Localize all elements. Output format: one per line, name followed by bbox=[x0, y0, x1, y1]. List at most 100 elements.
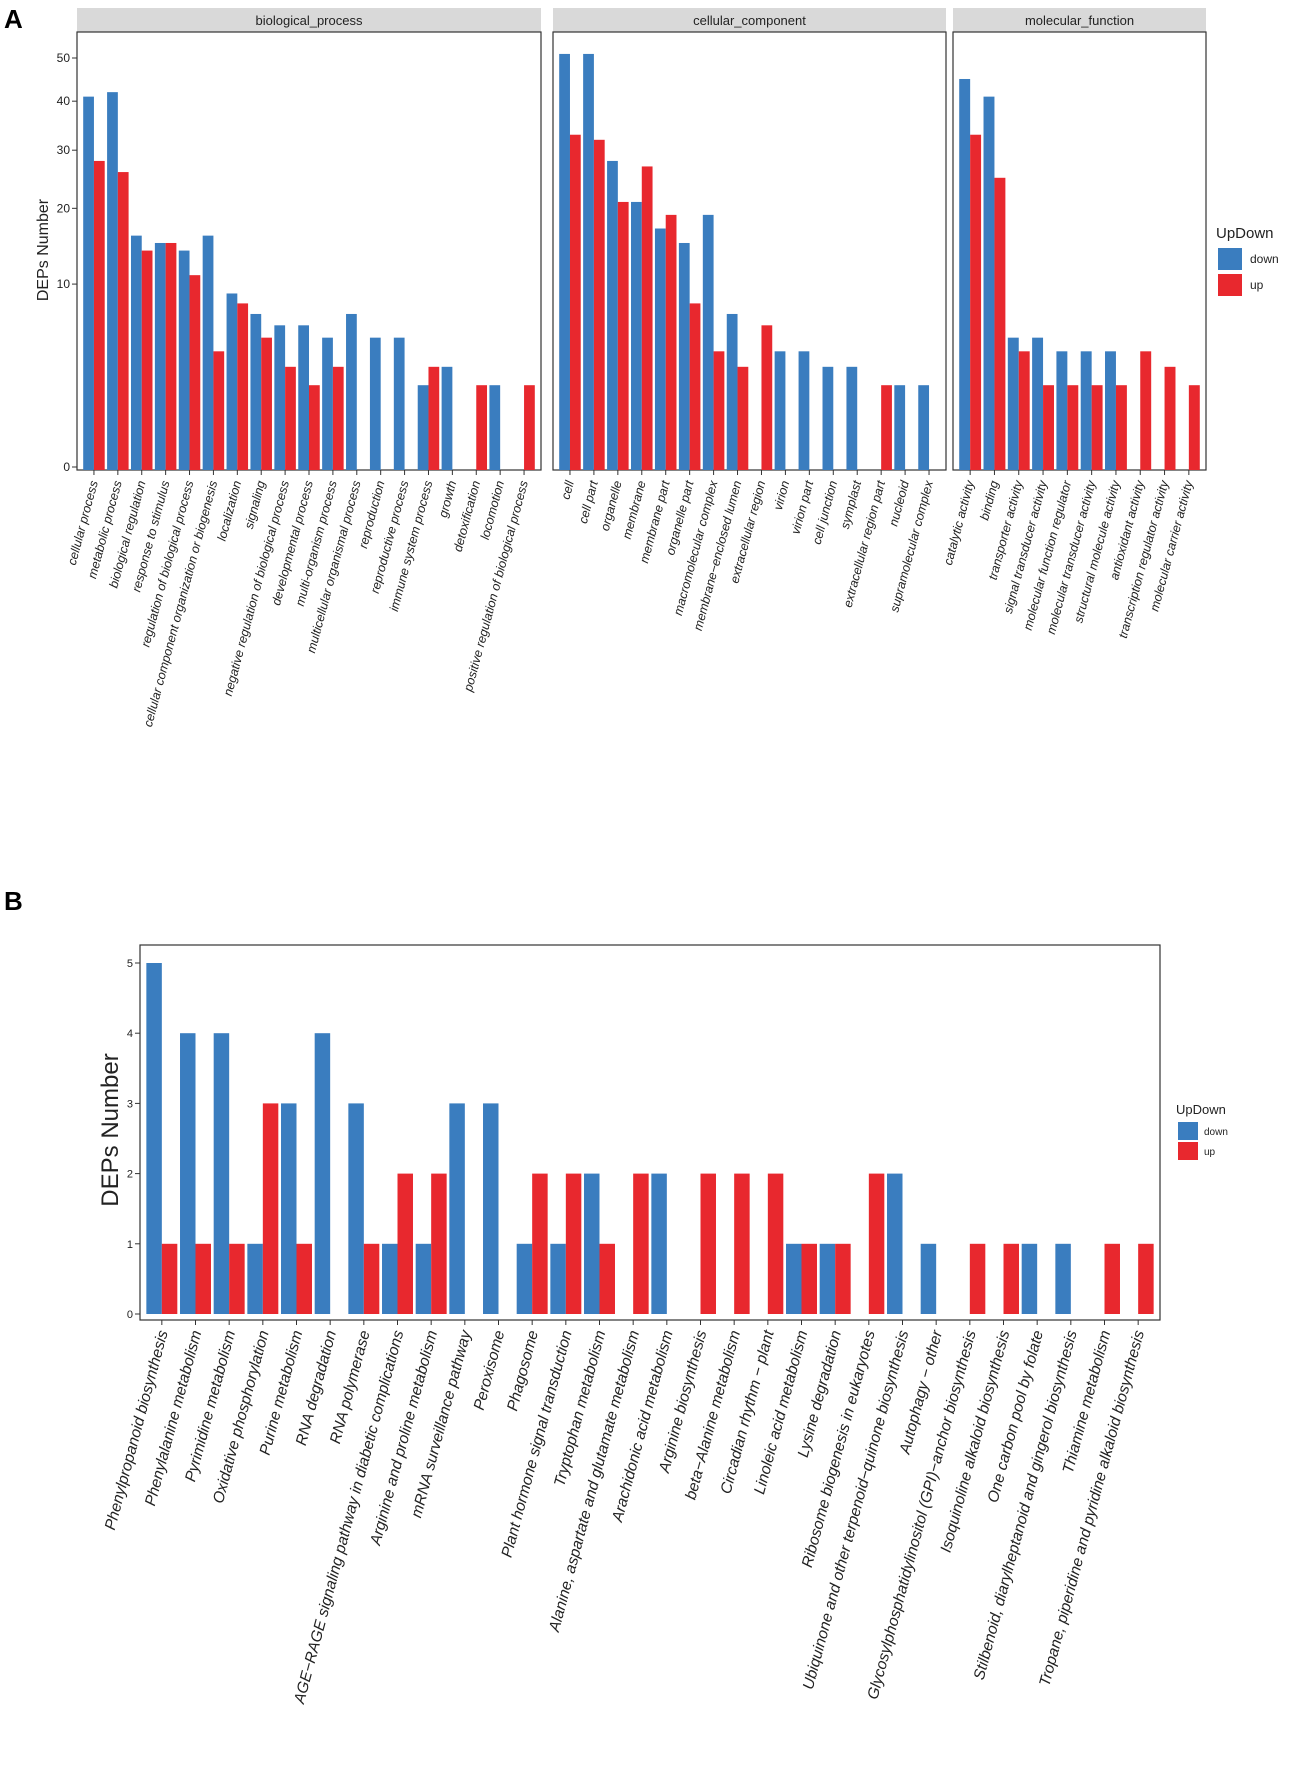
x-tick-label: binding bbox=[977, 479, 1001, 522]
bar-down bbox=[774, 351, 786, 470]
bar-down bbox=[417, 385, 429, 470]
bar-up bbox=[363, 1243, 380, 1314]
bar-down bbox=[314, 1033, 331, 1314]
bar-down bbox=[441, 366, 453, 470]
bar-up bbox=[296, 1243, 312, 1314]
bar-down bbox=[583, 53, 594, 471]
bar-down bbox=[651, 1173, 667, 1314]
y-tick-label: 10 bbox=[57, 277, 71, 291]
bar-down bbox=[559, 53, 570, 471]
bar-down bbox=[154, 242, 166, 470]
bar-down bbox=[894, 385, 906, 470]
x-tick-label: catalytic activity bbox=[941, 478, 977, 566]
go-enrichment-chart: DEPs Number 0 10 20 30 40 50 biological_process… bbox=[35, 8, 1279, 728]
bar-down bbox=[786, 1243, 802, 1314]
bar-up bbox=[1043, 385, 1054, 470]
bar-up bbox=[734, 1173, 750, 1314]
bar-down bbox=[678, 242, 690, 470]
facet-title: biological_process bbox=[256, 13, 363, 28]
bar-down bbox=[1007, 337, 1019, 470]
legend-title: UpDown bbox=[1176, 1102, 1226, 1117]
bar-down bbox=[550, 1243, 566, 1314]
bar-up bbox=[617, 201, 629, 471]
y-tick-label: 0 bbox=[63, 460, 70, 474]
bar-down bbox=[298, 325, 309, 470]
legend-title: UpDown bbox=[1216, 225, 1274, 242]
bar-down bbox=[726, 313, 738, 470]
bar-up bbox=[737, 366, 749, 470]
bar-up bbox=[994, 177, 1006, 470]
bar-up bbox=[213, 351, 225, 470]
bar-down bbox=[213, 1033, 230, 1314]
bar-up bbox=[835, 1243, 851, 1314]
y-tick-label: 5 bbox=[127, 958, 133, 970]
bar-up bbox=[689, 303, 701, 470]
bar-up bbox=[1067, 385, 1079, 470]
bar-up bbox=[801, 1243, 817, 1314]
x-tick-label: nucleoid bbox=[886, 478, 912, 528]
bar-up bbox=[868, 1173, 885, 1314]
bar-down bbox=[516, 1243, 533, 1314]
bar-up bbox=[761, 325, 773, 470]
facet-strip bbox=[953, 8, 1206, 32]
bar-up bbox=[665, 214, 677, 470]
bar-up bbox=[332, 366, 344, 470]
facet-frame bbox=[952, 31, 1207, 471]
y-axis-label: DEPs Number bbox=[35, 198, 52, 301]
y-tick-label: 3 bbox=[127, 1098, 133, 1110]
bar-up bbox=[713, 351, 725, 470]
bar-up bbox=[700, 1173, 716, 1314]
bar-down bbox=[607, 160, 618, 470]
bar-down bbox=[415, 1243, 432, 1314]
bar-down bbox=[1080, 351, 1092, 470]
bar-down bbox=[202, 235, 214, 470]
legend-key-up bbox=[1178, 1142, 1198, 1160]
bar-up bbox=[1018, 351, 1030, 470]
bar-up bbox=[262, 1103, 279, 1314]
bar-down bbox=[346, 313, 357, 470]
bar-up bbox=[165, 242, 177, 470]
bar-down bbox=[918, 385, 930, 470]
bar-down bbox=[247, 1243, 263, 1314]
facet-frame bbox=[552, 31, 947, 471]
bar-down bbox=[322, 337, 333, 470]
x-tick-label: organelle bbox=[598, 479, 625, 532]
bar-up bbox=[1003, 1243, 1019, 1314]
bar-up bbox=[229, 1243, 245, 1314]
bar-up bbox=[93, 160, 105, 470]
bar-up bbox=[593, 139, 605, 471]
x-tick-label: Phagosome bbox=[504, 1328, 542, 1413]
x-tick-label: cell part bbox=[576, 479, 601, 525]
y-tick-label: 50 bbox=[57, 51, 71, 65]
bar-up bbox=[532, 1173, 548, 1314]
bar-down bbox=[274, 325, 286, 470]
bar-down bbox=[702, 214, 714, 470]
bar-down bbox=[393, 337, 405, 470]
facet-title: molecular_function bbox=[1025, 13, 1134, 28]
bar-up bbox=[189, 275, 201, 470]
bar-down bbox=[107, 92, 118, 470]
bar-down bbox=[489, 385, 501, 470]
panel-a-label: A bbox=[4, 4, 23, 34]
bar-up bbox=[1188, 385, 1200, 470]
bar-up bbox=[161, 1243, 178, 1314]
legend-label-up: up bbox=[1250, 278, 1264, 292]
bar-up bbox=[431, 1173, 447, 1314]
bar-up bbox=[237, 303, 249, 470]
bar-down bbox=[449, 1103, 465, 1314]
bar-up bbox=[117, 172, 129, 470]
bar-down bbox=[1021, 1243, 1038, 1314]
bar-up bbox=[261, 337, 272, 470]
bar-down bbox=[654, 228, 666, 470]
x-tick-label: growth bbox=[436, 479, 459, 519]
bar-down bbox=[369, 337, 381, 470]
bar-down bbox=[483, 1103, 499, 1314]
y-axis-label: DEPs Number bbox=[97, 1053, 124, 1206]
bar-up bbox=[641, 166, 653, 470]
x-tick-label: localization bbox=[215, 479, 245, 542]
legend-key-up bbox=[1218, 274, 1242, 296]
bar-down bbox=[250, 313, 262, 470]
y-tick-label: 4 bbox=[127, 1028, 133, 1040]
legend-label-up: up bbox=[1204, 1147, 1216, 1158]
bar-down bbox=[281, 1103, 297, 1314]
